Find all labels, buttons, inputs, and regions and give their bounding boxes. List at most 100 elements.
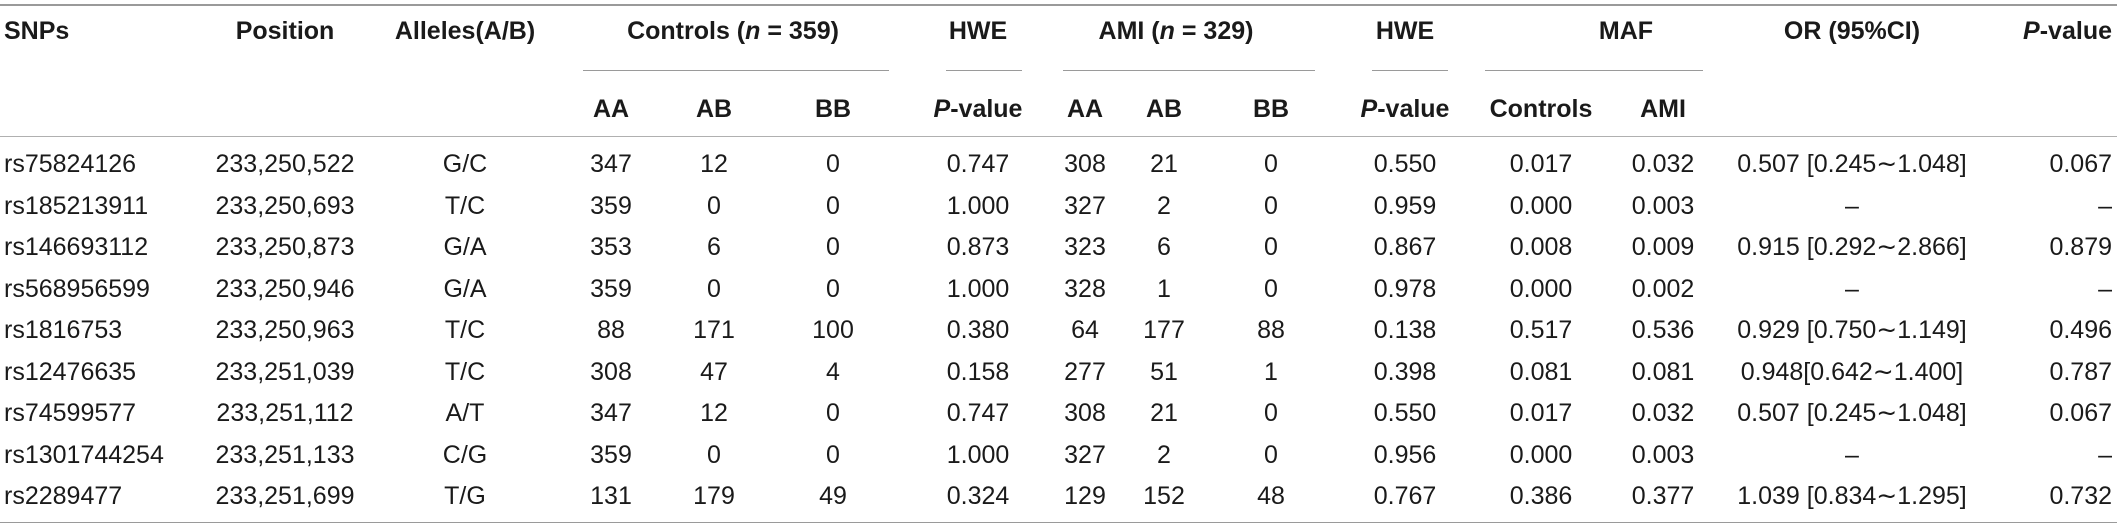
cell-ami-aa: 328 bbox=[1064, 274, 1106, 303]
cell-hwe-ami: 0.398 bbox=[1373, 357, 1437, 386]
cell-snp: rs2289477 bbox=[4, 482, 123, 510]
cell-ami-aa: 277 bbox=[1064, 357, 1106, 386]
cell-ami-aa: 129 bbox=[1064, 482, 1106, 510]
cell-snp: rs146693112 bbox=[4, 233, 149, 261]
header-pvalue: P-value bbox=[2023, 17, 2112, 45]
header-controls-group: Controls (n = 359) bbox=[627, 17, 839, 45]
cell-snp: rs75824126 bbox=[4, 150, 137, 178]
cell-hwe-controls: 1.000 bbox=[946, 274, 1010, 303]
cell-snp: rs74599577 bbox=[4, 399, 137, 427]
cell-maf-ami: 0.009 bbox=[1631, 233, 1695, 261]
cell-controls-ab: 0 bbox=[707, 440, 721, 469]
cell-controls-aa: 353 bbox=[590, 233, 632, 261]
cell-maf-ami: 0.536 bbox=[1631, 316, 1695, 344]
cell-position: 233,250,963 bbox=[215, 316, 355, 344]
cell-maf-controls: 0.386 bbox=[1509, 482, 1573, 510]
cell-maf-ami: 0.081 bbox=[1631, 357, 1695, 386]
hwe-controls-rule bbox=[946, 70, 1022, 71]
cell-pvalue: – bbox=[2098, 191, 2112, 220]
header-alleles: Alleles(A/B) bbox=[394, 17, 536, 45]
cell-position: 233,250,946 bbox=[215, 274, 355, 303]
cell-controls-bb: 0 bbox=[826, 233, 840, 261]
ami-group-rule bbox=[1063, 70, 1315, 71]
cell-position: 233,251,039 bbox=[215, 357, 355, 386]
cell-or-ci: 0.915 [0.292∼2.866] bbox=[1737, 233, 1967, 261]
cell-alleles: G/A bbox=[443, 233, 487, 261]
header-hwe-controls: HWE bbox=[948, 17, 1008, 45]
cell-pvalue: – bbox=[2098, 440, 2112, 469]
cell-maf-ami: 0.002 bbox=[1631, 274, 1695, 303]
cell-hwe-ami: 0.956 bbox=[1373, 440, 1437, 469]
cell-hwe-ami: 0.959 bbox=[1373, 191, 1437, 220]
cell-ami-ab: 21 bbox=[1150, 150, 1178, 178]
maf-group-rule bbox=[1485, 70, 1703, 71]
cell-ami-bb: 1 bbox=[1264, 357, 1278, 386]
cell-ami-aa: 308 bbox=[1064, 399, 1106, 427]
cell-controls-aa: 347 bbox=[590, 150, 632, 178]
cell-maf-ami: 0.003 bbox=[1631, 191, 1695, 220]
cell-snp: rs1301744254 bbox=[4, 440, 164, 469]
cell-controls-ab: 47 bbox=[700, 357, 728, 386]
header-maf: MAF bbox=[1598, 17, 1654, 45]
cell-hwe-controls: 0.873 bbox=[946, 233, 1010, 261]
cell-hwe-ami: 0.978 bbox=[1373, 274, 1437, 303]
cell-controls-bb: 0 bbox=[826, 274, 840, 303]
cell-hwe-controls: 1.000 bbox=[946, 440, 1010, 469]
cell-ami-bb: 0 bbox=[1264, 440, 1278, 469]
cell-snp: rs1816753 bbox=[4, 316, 123, 344]
cell-controls-bb: 0 bbox=[826, 440, 840, 469]
cell-ami-bb: 0 bbox=[1264, 233, 1278, 261]
cell-controls-aa: 308 bbox=[590, 357, 632, 386]
cell-ami-ab: 6 bbox=[1157, 233, 1171, 261]
cell-position: 233,251,699 bbox=[215, 482, 355, 510]
cell-maf-ami: 0.032 bbox=[1631, 150, 1695, 178]
cell-ami-aa: 64 bbox=[1071, 316, 1099, 344]
subheader-maf-ami: AMI bbox=[1640, 95, 1686, 123]
cell-or-ci: 1.039 [0.834∼1.295] bbox=[1737, 482, 1967, 510]
cell-alleles: C/G bbox=[442, 440, 488, 469]
cell-position: 233,250,693 bbox=[215, 191, 355, 220]
cell-hwe-ami: 0.867 bbox=[1373, 233, 1437, 261]
cell-controls-aa: 347 bbox=[590, 399, 632, 427]
cell-controls-aa: 359 bbox=[590, 191, 632, 220]
cell-position: 233,251,133 bbox=[215, 440, 355, 469]
cell-ami-ab: 152 bbox=[1143, 482, 1185, 510]
cell-pvalue: – bbox=[2098, 274, 2112, 303]
cell-hwe-controls: 0.158 bbox=[946, 357, 1010, 386]
cell-controls-aa: 359 bbox=[590, 440, 632, 469]
cell-maf-controls: 0.000 bbox=[1509, 274, 1573, 303]
cell-alleles: G/A bbox=[443, 274, 487, 303]
cell-alleles: T/G bbox=[444, 482, 486, 510]
cell-alleles: G/C bbox=[442, 150, 488, 178]
cell-maf-ami: 0.377 bbox=[1631, 482, 1695, 510]
cell-controls-bb: 0 bbox=[826, 191, 840, 220]
cell-ami-aa: 308 bbox=[1064, 150, 1106, 178]
cell-controls-aa: 359 bbox=[590, 274, 632, 303]
subheader-ami-ab: AB bbox=[1145, 95, 1183, 123]
cell-ami-bb: 0 bbox=[1264, 274, 1278, 303]
cell-snp: rs12476635 bbox=[4, 357, 137, 386]
header-snps: SNPs bbox=[4, 17, 70, 45]
cell-controls-ab: 179 bbox=[693, 482, 735, 510]
cell-or-ci: 0.929 [0.750∼1.149] bbox=[1737, 316, 1967, 344]
cell-pvalue: 0.732 bbox=[2049, 482, 2112, 510]
cell-alleles: T/C bbox=[444, 316, 486, 344]
cell-controls-bb: 0 bbox=[826, 399, 840, 427]
cell-ami-bb: 0 bbox=[1264, 150, 1278, 178]
cell-controls-bb: 0 bbox=[826, 150, 840, 178]
cell-ami-aa: 327 bbox=[1064, 191, 1106, 220]
cell-maf-controls: 0.000 bbox=[1509, 440, 1573, 469]
subheader-hwe-controls-pvalue: P-value bbox=[933, 95, 1023, 123]
subheader-maf-controls: Controls bbox=[1489, 95, 1593, 123]
cell-controls-bb: 49 bbox=[819, 482, 847, 510]
cell-position: 233,251,112 bbox=[216, 399, 354, 427]
cell-ami-bb: 88 bbox=[1257, 316, 1285, 344]
cell-hwe-controls: 1.000 bbox=[946, 191, 1010, 220]
cell-ami-ab: 21 bbox=[1150, 399, 1178, 427]
cell-ami-aa: 327 bbox=[1064, 440, 1106, 469]
cell-hwe-ami: 0.550 bbox=[1373, 399, 1437, 427]
cell-alleles: T/C bbox=[444, 357, 486, 386]
cell-ami-ab: 177 bbox=[1143, 316, 1185, 344]
cell-ami-ab: 1 bbox=[1157, 274, 1171, 303]
